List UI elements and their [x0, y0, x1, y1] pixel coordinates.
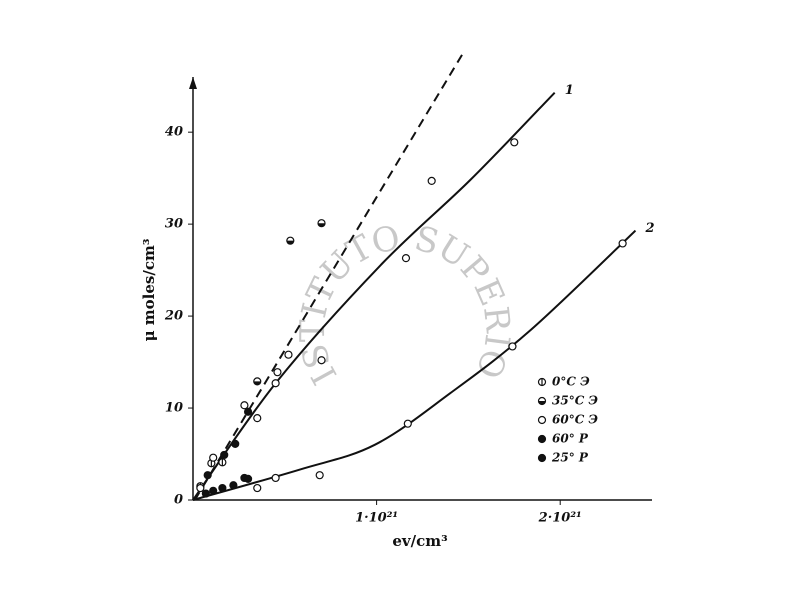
point	[271, 379, 280, 388]
point	[403, 419, 412, 428]
point-part	[209, 453, 218, 462]
point	[218, 483, 227, 493]
point-part	[231, 439, 240, 449]
point	[253, 483, 262, 493]
point-part	[271, 379, 280, 388]
point-part	[618, 239, 627, 248]
point-part	[537, 415, 547, 425]
point	[240, 401, 249, 410]
x-tick-label: 2·10²¹	[538, 511, 582, 526]
point	[286, 236, 295, 245]
point-part	[401, 254, 411, 263]
point-part	[537, 434, 547, 444]
y-tick-label: 0	[174, 493, 183, 508]
point	[537, 396, 547, 406]
point	[427, 176, 436, 186]
point	[315, 471, 324, 480]
point	[218, 458, 227, 467]
point-part	[537, 453, 547, 463]
x-tick-label: 1·10²¹	[355, 511, 398, 526]
legend-label: 35°C Э	[552, 394, 598, 408]
point	[618, 239, 627, 248]
point	[510, 138, 519, 147]
point	[271, 473, 280, 483]
point-part	[218, 483, 227, 493]
point-part	[253, 381, 261, 385]
y-tick-label: 20	[164, 309, 183, 324]
y-tick-label: 10	[165, 401, 183, 416]
point	[201, 489, 210, 498]
point	[209, 453, 218, 462]
point	[537, 453, 547, 463]
y-tick-label: 30	[165, 217, 183, 232]
watermark-text: ISTITUTO SUPERIORE DI SANITA	[0, 0, 516, 391]
y-axis-label: μ moles/cm³	[140, 239, 158, 342]
curve	[192, 91, 556, 501]
point	[231, 439, 240, 449]
legend-label: 60° P	[552, 432, 589, 446]
point-part	[229, 481, 238, 490]
point	[273, 368, 282, 377]
point-part	[243, 407, 253, 416]
watermark: ISTITUTO SUPERIORE DI SANITA	[0, 0, 518, 391]
point-part	[253, 414, 262, 423]
point-part	[284, 350, 293, 359]
point-part	[510, 138, 519, 147]
point	[284, 350, 293, 359]
point-part	[286, 240, 294, 245]
point	[317, 356, 326, 365]
legend-label: 0°C Э	[552, 375, 590, 389]
point-part	[317, 356, 326, 365]
point-part	[240, 401, 249, 410]
point	[196, 483, 205, 493]
point	[209, 486, 218, 495]
point-part	[201, 489, 210, 498]
point-part	[203, 471, 212, 480]
point-part	[508, 342, 517, 351]
y-tick-label: 40	[165, 125, 183, 140]
point-part	[243, 474, 253, 483]
curve	[192, 229, 637, 501]
legend-label: 60°C Э	[552, 413, 598, 427]
point-part	[209, 486, 218, 495]
point-part	[220, 450, 229, 460]
y-axis-arrow	[189, 77, 197, 89]
point	[401, 254, 411, 263]
point-part	[403, 419, 412, 428]
point-part	[273, 368, 282, 377]
curve	[193, 49, 466, 501]
point	[253, 377, 262, 386]
point	[508, 342, 517, 351]
point-part	[196, 483, 205, 493]
point	[253, 414, 262, 423]
point-part	[271, 473, 280, 483]
point	[537, 415, 547, 425]
point	[220, 450, 229, 460]
point	[537, 377, 547, 387]
point-part	[253, 483, 262, 493]
point-part	[315, 471, 324, 480]
point-part	[427, 176, 436, 186]
point	[243, 474, 253, 483]
curve-label: 2	[644, 221, 654, 236]
point	[243, 407, 253, 416]
curve-label: 1	[565, 83, 574, 98]
legend-label: 25° P	[551, 451, 589, 465]
point	[537, 434, 547, 444]
point	[317, 219, 326, 228]
point-part	[538, 401, 546, 405]
point	[229, 481, 238, 490]
x-axis-label: ev/cm³	[392, 532, 447, 550]
point-part	[318, 223, 326, 227]
point	[203, 471, 212, 480]
